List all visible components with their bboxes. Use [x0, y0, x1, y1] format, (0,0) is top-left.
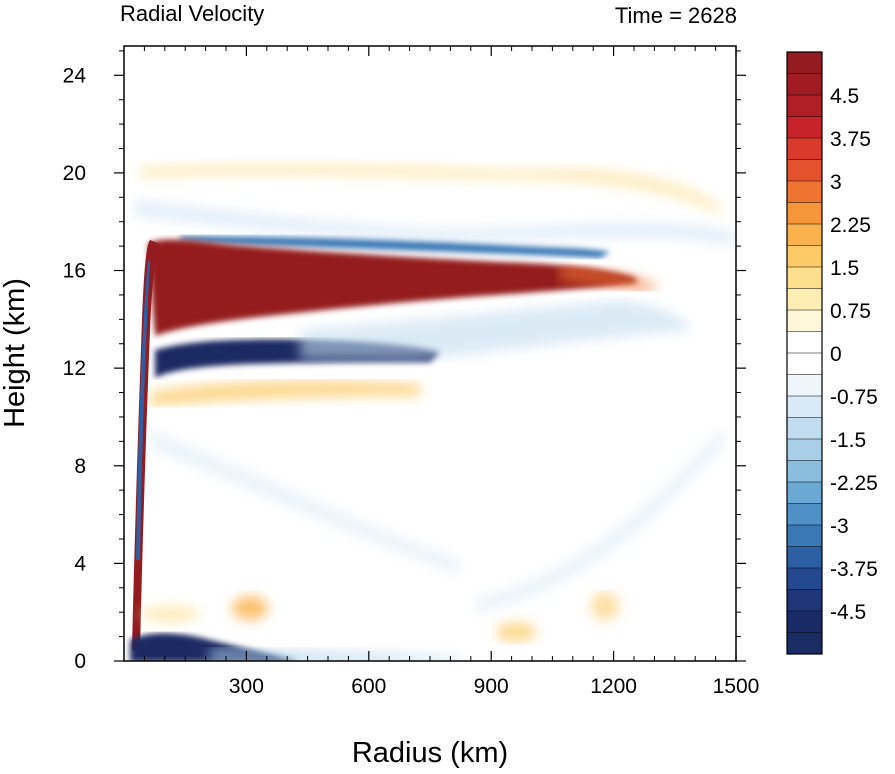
x-tick-label: 1500 [713, 675, 760, 698]
plot-title-left: Radial Velocity [120, 1, 264, 26]
midlevel-inflow-halo [300, 300, 690, 360]
colorbar-swatch [787, 159, 822, 182]
colorbar-swatch [787, 396, 822, 418]
upper-outflow-jet [148, 239, 638, 336]
colorbar-label: 3 [830, 171, 842, 194]
colorbar-swatch [787, 52, 822, 74]
y-tick-label: 12 [63, 357, 86, 380]
colorbar-frame [786, 51, 823, 655]
colorbar-swatch [787, 310, 822, 332]
x-tick-label: 1200 [590, 675, 637, 698]
inflow-above-outflow [180, 236, 610, 258]
colorbar-swatch [787, 224, 822, 246]
x-tick-label: 600 [351, 675, 386, 698]
midlevel-diffuse [150, 430, 728, 612]
diffuse-inflow-band-2 [470, 430, 728, 612]
colorbar-swatch [787, 482, 822, 504]
eyewall-inflow-sliver [136, 260, 150, 560]
y-tick-label: 20 [63, 162, 86, 185]
colorbar-swatch [787, 568, 822, 590]
weak-inflow-19km [135, 200, 735, 246]
colorbar-swatch [787, 116, 822, 139]
colorbar-label: 2.25 [830, 214, 871, 237]
colorbar-label: 0.75 [830, 300, 871, 323]
lowlevel-patches [140, 592, 619, 642]
colorbar-swatch [787, 503, 822, 526]
colorbar-swatch [787, 525, 822, 547]
x-tick-label: 300 [229, 675, 264, 698]
colorbar-swatch [787, 181, 822, 203]
x-tick-label: 900 [474, 675, 509, 698]
colorbar-label: -4.5 [830, 601, 866, 624]
colorbar-swatch [787, 138, 822, 160]
colorbar-swatch [787, 288, 822, 311]
x-axis-label: Radius (km) [352, 737, 508, 769]
y-tick-label: 8 [74, 455, 86, 478]
colorbar-label: 0 [830, 343, 842, 366]
lowlevel-outflow-patch-3 [591, 592, 619, 620]
plot-title-right: Time = 2628 [615, 3, 737, 28]
colorbar-swatch [787, 245, 822, 268]
weak-outflow-20km [140, 163, 720, 215]
colorbar-label: -3.75 [830, 558, 878, 581]
colorbar-swatch [787, 611, 822, 633]
colorbar: 4.5 3.75 3 2.25 1.5 0.75 0 -0.75 -1.5 -2.25 -3 -3.7… [786, 51, 878, 655]
boundary-layer-inflow-halo [210, 648, 460, 661]
colorbar-label: 1.5 [830, 257, 859, 280]
colorbar-label: -0.75 [830, 386, 878, 409]
y-tick-label: 16 [63, 260, 86, 283]
colorbar-label: -1.5 [830, 429, 866, 452]
heatmap-field [124, 46, 736, 661]
lowlevel-outflow-patch-2 [496, 622, 536, 642]
lowlevel-outflow-patch-4 [140, 606, 200, 622]
colorbar-swatch [787, 73, 822, 96]
y-tick-label: 24 [63, 64, 87, 87]
colorbar-swatch [787, 353, 822, 375]
colorbar-swatch [787, 95, 822, 117]
colorbar-label: 4.5 [830, 85, 859, 108]
colorbar-swatch [787, 374, 822, 397]
y-axis-label: Height (km) [0, 278, 31, 428]
lowlevel-outflow-patch-1 [232, 596, 268, 620]
colorbar-swatch [787, 546, 822, 569]
colorbar-swatch [787, 267, 822, 289]
colorbar-swatch [787, 632, 822, 655]
colorbar-label: -2.25 [830, 472, 878, 495]
colorbar-swatch [787, 589, 822, 612]
axis-ticks: 300 600 900 1200 1500 0 4 8 12 16 20 24 [63, 46, 760, 698]
weak-outflow-11km [150, 380, 420, 406]
colorbar-swatch [787, 202, 822, 225]
colorbar-label: 3.75 [830, 128, 871, 151]
y-tick-label: 4 [74, 552, 86, 575]
colorbar-swatch [787, 439, 822, 461]
colorbar-swatch [787, 417, 822, 440]
weak-upper-layer [135, 163, 735, 246]
diffuse-inflow-band-1 [150, 430, 460, 575]
colorbar-label: -3 [830, 515, 849, 538]
colorbar-swatch [787, 460, 822, 483]
colorbar-swatch [787, 331, 822, 354]
outflow-edge-orange [560, 266, 660, 290]
y-tick-label: 0 [74, 650, 86, 673]
